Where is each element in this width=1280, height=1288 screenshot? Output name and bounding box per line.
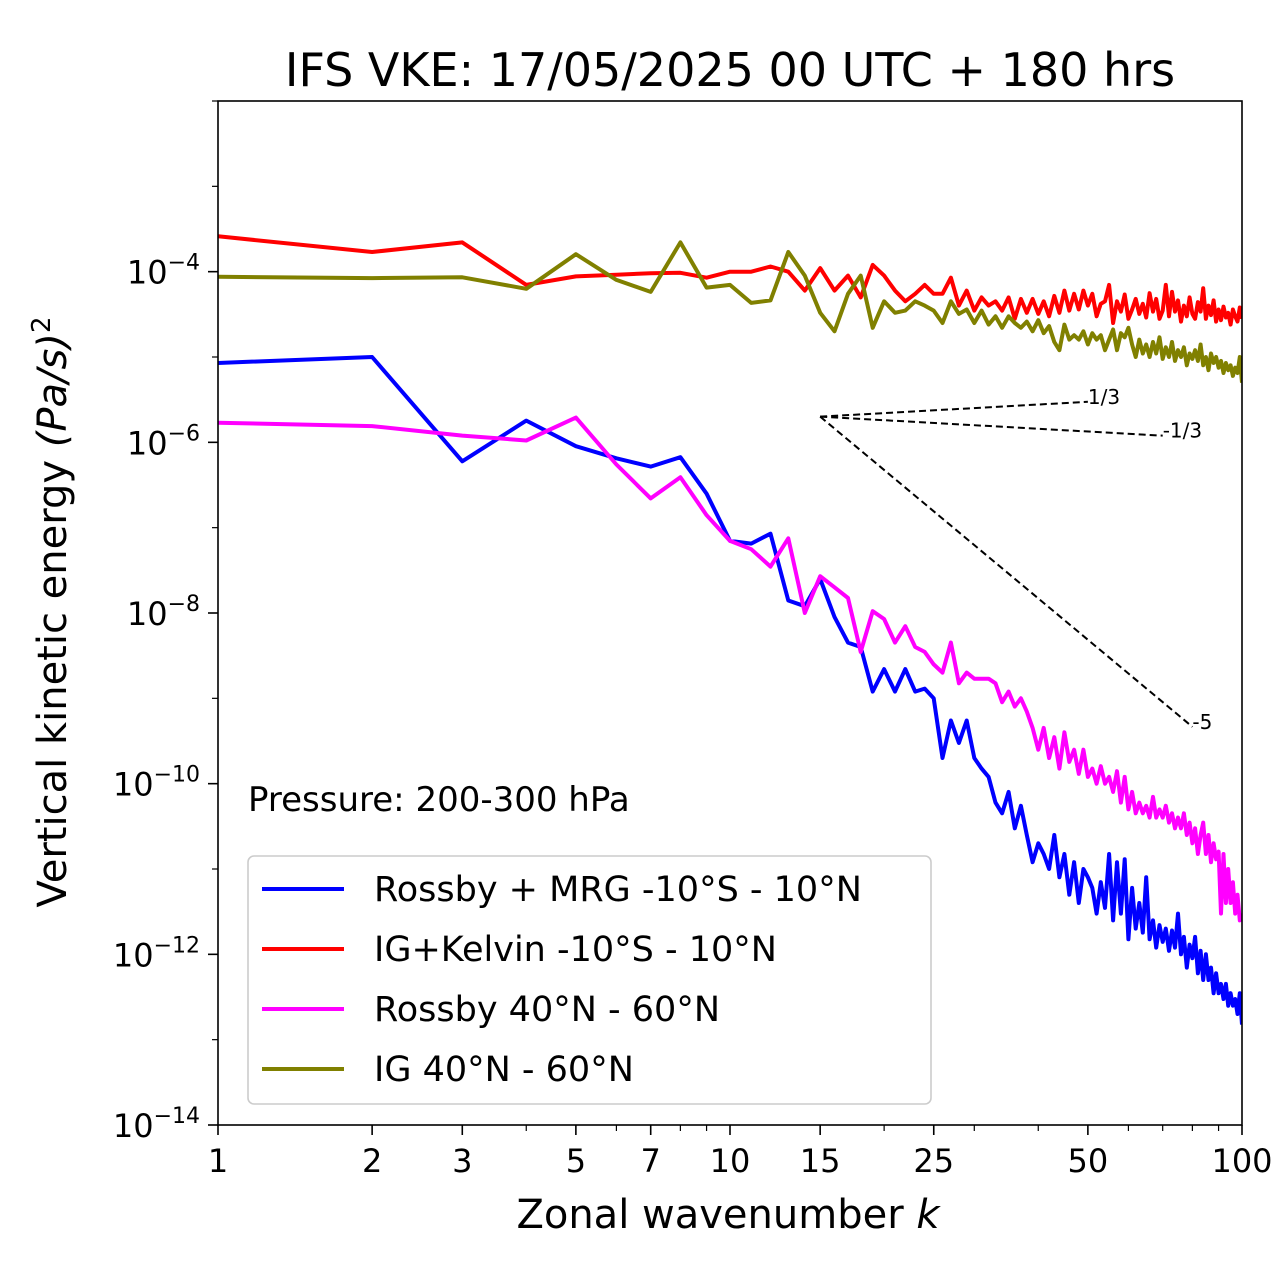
x-tick-label: 15 (800, 1142, 841, 1180)
legend-label: IG+Kelvin -10°S - 10°N (374, 930, 777, 970)
reference-slope-label-3: -5 (1192, 710, 1212, 734)
legend: Rossby + MRG -10°S - 10°N IG+Kelvin -10°S… (247, 855, 932, 1105)
x-tick-label: 10 (710, 1142, 751, 1180)
y-tick-label: 10−4 (127, 251, 200, 292)
x-tick-label: 7 (641, 1142, 661, 1180)
y-axis-label-units: (Pa/s) (30, 333, 76, 447)
reference-slope-line-3 (819, 415, 1194, 728)
pressure-annotation: Pressure: 200-300 hPa (248, 780, 630, 820)
chart-title: IFS VKE: 17/05/2025 00 UTC + 180 hrs (285, 43, 1175, 97)
x-axis-label-var: k (916, 1192, 941, 1238)
x-tick-label: 100 (1211, 1142, 1272, 1180)
series-line-4 (218, 240, 1242, 383)
x-axis-label: Zonal wavenumber k (516, 1192, 941, 1238)
series-layer (218, 234, 1242, 1025)
y-tick-label: 10−8 (127, 592, 200, 633)
x-tick-label: 3 (452, 1142, 472, 1180)
plot-frame (217, 100, 1243, 1126)
reference-slope-label-2: -1/3 (1163, 419, 1202, 443)
y-axis-label-text: Vertical kinetic energy (30, 460, 76, 908)
reference-slope-layer: 1/3 -1/3 -5 (819, 385, 1212, 734)
legend-box (247, 855, 932, 1105)
series-line-1 (218, 355, 1242, 1025)
y-tick-label: 10−6 (127, 421, 200, 462)
series-line-3 (218, 415, 1242, 923)
y-axis-label-power: 2 (27, 317, 57, 334)
x-tick-label: 1 (208, 1142, 228, 1180)
x-tick-label: 5 (566, 1142, 586, 1180)
legend-entries: Rossby + MRG -10°S - 10°N IG+Kelvin -10°S… (262, 870, 862, 1090)
x-tick-label: 25 (913, 1142, 954, 1180)
reference-slope-label-1: 1/3 (1088, 385, 1120, 409)
legend-label: IG 40°N - 60°N (374, 1050, 634, 1090)
svg-text:Vertical kinetic energy (Pa/s): Vertical kinetic energy (Pa/s)2 (27, 317, 76, 908)
x-tick-label: 50 (1068, 1142, 1109, 1180)
x-tick-label: 2 (362, 1142, 382, 1180)
tick-layer: 1 2 3 5 7 10 15 25 50 100 10−14 10−12 10−10 10−8 10−6 1… (113, 100, 1273, 1180)
y-axis-label: Vertical kinetic energy (Pa/s)2 (27, 317, 76, 908)
x-axis-label-text: Zonal wavenumber (516, 1192, 904, 1238)
legend-label: Rossby + MRG -10°S - 10°N (374, 870, 862, 910)
y-tick-label: 10−14 (113, 1104, 200, 1145)
legend-label: Rossby 40°N - 60°N (374, 990, 720, 1030)
y-tick-label: 10−10 (113, 763, 200, 804)
y-tick-label: 10−12 (113, 933, 200, 974)
reference-slope-line-2 (820, 415, 1163, 437)
reference-slope-line-1 (820, 400, 1088, 418)
